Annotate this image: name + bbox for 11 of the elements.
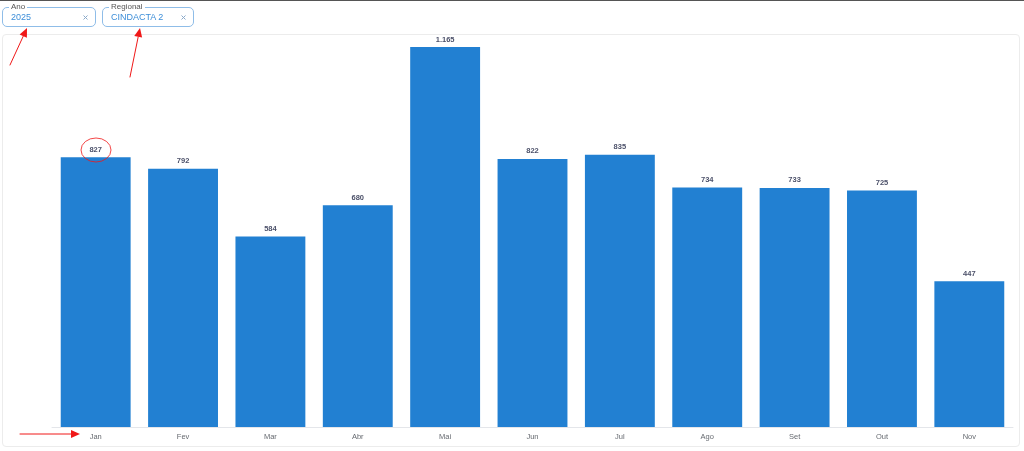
- bar: [497, 158, 568, 427]
- bar: [672, 187, 743, 427]
- bar: [584, 154, 655, 427]
- bar: [759, 187, 830, 427]
- bar: [847, 190, 917, 427]
- bar: [322, 205, 393, 427]
- bar: [60, 157, 131, 427]
- bar: [235, 236, 306, 427]
- bar: [410, 47, 481, 427]
- bar: [934, 281, 1005, 427]
- bar: [148, 168, 218, 427]
